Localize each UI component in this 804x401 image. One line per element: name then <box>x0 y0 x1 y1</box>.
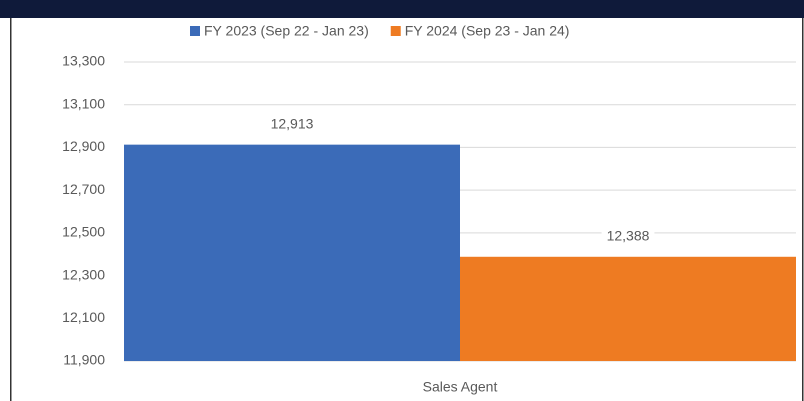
y-tick-label: 11,900 <box>63 352 105 368</box>
legend-label: FY 2024 (Sep 23 - Jan 24) <box>405 23 570 39</box>
legend-swatch <box>190 26 200 36</box>
y-tick-label: 12,900 <box>62 138 105 154</box>
y-tick-label: 13,300 <box>62 53 105 69</box>
y-tick-label: 12,300 <box>62 266 105 282</box>
bar <box>124 144 460 361</box>
data-label-bg <box>601 226 655 247</box>
bar <box>460 256 796 361</box>
y-tick-label: 12,500 <box>62 224 105 240</box>
y-tick-label: 12,700 <box>62 181 105 197</box>
data-label: 12,388 <box>607 227 650 243</box>
y-tick-label: 12,100 <box>62 309 105 325</box>
legend-swatch <box>390 26 401 36</box>
left-border <box>10 18 12 401</box>
data-label: 12,913 <box>271 115 314 131</box>
legend-label: FY 2023 (Sep 22 - Jan 23) <box>204 23 369 39</box>
right-border <box>802 18 804 401</box>
data-label-bg <box>265 114 319 135</box>
x-tick-label: Sales Agent <box>423 379 498 395</box>
top-band <box>0 0 804 18</box>
y-tick-label: 13,100 <box>62 95 105 111</box>
